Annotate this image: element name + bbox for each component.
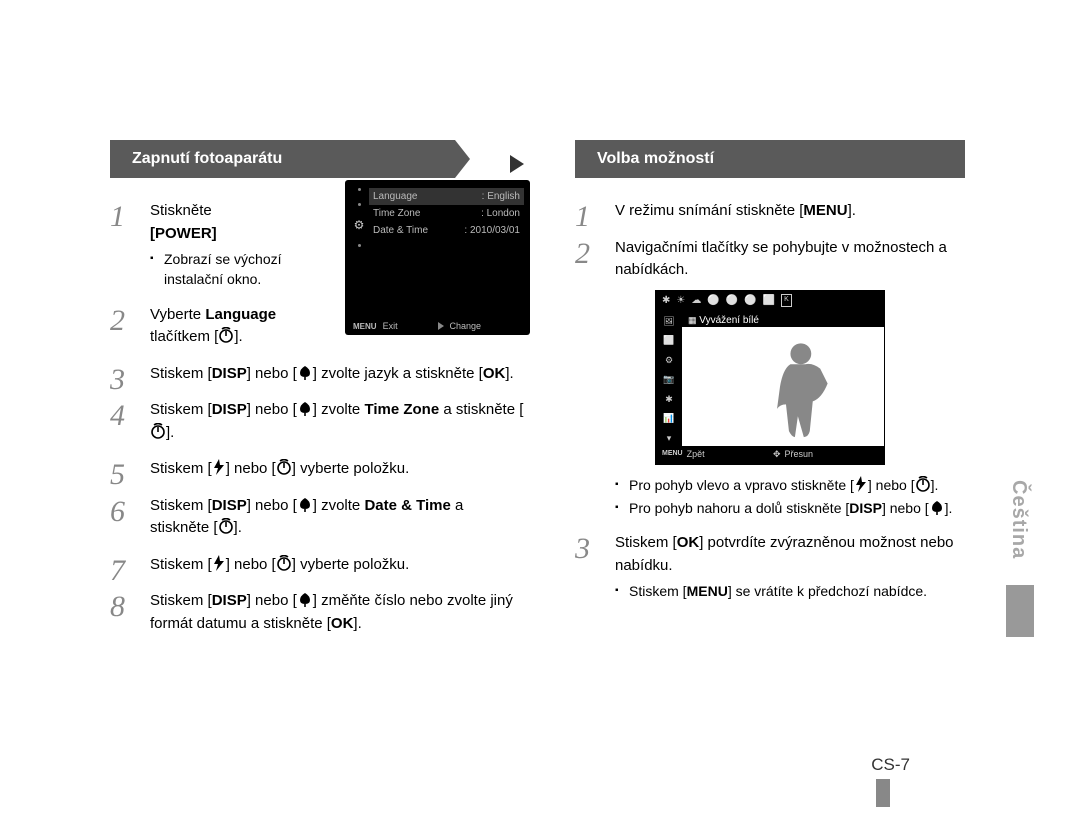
rstep-3: Stiskem [OK] potvrdíte zvýrazněnou možno… <box>575 532 990 601</box>
right-column: Volba možností V režimu snímání stisknět… <box>575 140 990 649</box>
thumb-index <box>1006 585 1034 637</box>
step-5: Stiskem [] nebo [] vyberte položku. <box>110 458 525 481</box>
language-tab: Čeština <box>1007 480 1030 559</box>
rstep-1: V režimu snímání stiskněte [MENU]. <box>575 200 990 223</box>
lcd-menu-screenshot: ✱☀☁⚪⚪⚪⬜K 🖼⬜⚙📷✱📊▾ ▦ Vyvážení bílé MENUZpě… <box>655 290 885 465</box>
timer-icon <box>276 459 292 475</box>
left-heading: Zapnutí fotoaparátu <box>110 140 470 178</box>
step-6: Stiskem [DISP] nebo [] zvolte Date & Tim… <box>110 495 525 540</box>
ok-icon: OK <box>483 365 506 382</box>
step-2: Vyberte Language tlačítkem []. <box>110 304 525 349</box>
page-mark <box>876 779 890 807</box>
page-number: CS-7 <box>871 755 910 775</box>
right-heading: Volba možností <box>575 140 965 178</box>
step-4: Stiskem [DISP] nebo [] zvolte Time Zone … <box>110 399 525 444</box>
step-7: Stiskem [] nebo [] vyberte položku. <box>110 554 525 577</box>
right-steps: V režimu snímání stiskněte [MENU]. Navig… <box>575 200 990 601</box>
step-3: Stiskem [DISP] nebo [] zvolte jazyk a st… <box>110 363 525 386</box>
disp-icon: DISP <box>212 365 247 382</box>
macro-icon <box>297 364 313 380</box>
flash-icon <box>212 459 226 475</box>
left-steps: Stiskněte [POWER] Zobrazí se výchozí ins… <box>110 200 525 635</box>
rstep-2: Navigačními tlačítky se pohybujte v možn… <box>575 237 990 519</box>
step-1: Stiskněte [POWER] Zobrazí se výchozí ins… <box>110 200 525 290</box>
menu-icon: MENU <box>803 202 847 219</box>
step-8: Stiskem [DISP] nebo [] změňte číslo nebo… <box>110 590 525 635</box>
left-column: Zapnutí fotoaparátu ⚙ Language: English … <box>110 140 525 649</box>
